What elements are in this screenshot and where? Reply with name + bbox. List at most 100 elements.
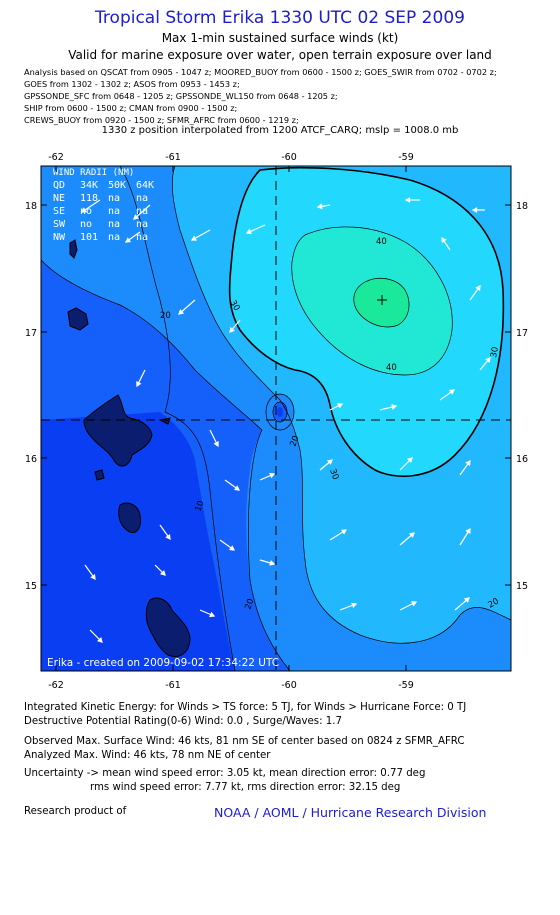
wind-radii-cell: NW (53, 232, 66, 243)
wind-arrow-head (463, 597, 470, 603)
center-eye (277, 407, 283, 417)
wind-arrow-head (165, 533, 171, 541)
wind-arrow-head (465, 459, 471, 467)
wind-arrow-head (228, 545, 236, 551)
wind-arrow-head (326, 459, 333, 465)
wind-radii-title: WIND RADII (NM) (53, 168, 134, 178)
contour-label: 20 (288, 434, 301, 448)
lon-tick-bottom: -60 (281, 680, 297, 690)
wind-arrow-head (475, 284, 481, 292)
wind-arrow-head (136, 381, 142, 388)
noaa-credit: NOAA / AOML / Hurricane Research Divisio… (214, 805, 487, 820)
lat-tick-left: 15 (25, 581, 37, 592)
plot-frame (40, 165, 512, 672)
wind-radii-header-cell: QD (53, 180, 65, 191)
analysis-line: CREWS_BUOY from 0920 - 1500 z; SFMR_AFRC… (24, 115, 299, 125)
wind-arrow-head (316, 203, 323, 210)
wind-radii-cell: na (136, 232, 148, 243)
center-crosshair (41, 166, 511, 671)
wind-band-45 (353, 278, 410, 327)
wind-radii-cell: SW (53, 219, 66, 230)
validity-note: Valid for marine exposure over water, op… (68, 48, 492, 62)
contour-lines (41, 166, 511, 671)
wind-radii-header-cell: 50K (108, 180, 126, 191)
wind-radii-cell: na (136, 206, 148, 217)
analysis-line: Analysis based on QSCAT from 0905 - 1047… (24, 67, 497, 77)
uncertainty-line-2: rms wind speed error: 7.77 kt, rms direc… (90, 782, 401, 793)
wind-arrow-head (133, 214, 140, 220)
wind-arrow-head (340, 529, 348, 535)
wind-radii-cell: 101 (80, 232, 98, 243)
analyzed-max-text: Analyzed Max. Wind: 46 kts, 78 nm NE of … (24, 750, 271, 761)
island-martinique (145, 597, 191, 657)
wind-arrow-head (269, 560, 276, 566)
contour-label: 40 (386, 363, 397, 373)
wind-analysis-map: 40 40 30 30 20 20 20 10 20 30 WIND RADII… (25, 152, 528, 690)
wind-radii-header-cell: 34K (80, 180, 98, 191)
wind-arrow-head (411, 601, 418, 607)
contour-label-group: 40 40 30 30 20 20 20 10 20 30 (160, 237, 501, 611)
island-montserrat-area (67, 307, 89, 331)
wind-radii-header-cell: 64K (136, 180, 154, 191)
lon-tick-top: -59 (398, 152, 414, 163)
contour-label: 30 (227, 299, 241, 313)
wind-arrow-head (178, 309, 185, 315)
research-product-label: Research product of (24, 806, 127, 817)
lat-tick-left: 17 (25, 328, 37, 339)
lon-tick-bottom: -59 (398, 680, 414, 690)
contour-label: 40 (376, 237, 387, 247)
contour-label: 20 (487, 597, 501, 611)
observed-max-text: Observed Max. Surface Wind: 46 kts, 81 n… (24, 736, 465, 747)
wind-arrow-head (448, 389, 456, 395)
wind-arrow-head (465, 527, 471, 535)
wind-radii-cell: 118 (80, 193, 98, 204)
wind-arrow-head (337, 403, 344, 409)
lat-tick-right: 15 (516, 581, 528, 592)
wind-radii-cell: na (136, 193, 148, 204)
wind-arrow-head (485, 357, 491, 364)
wind-arrow-head (408, 532, 415, 538)
island-antigua (69, 239, 78, 259)
wind-arrow-head (441, 236, 447, 244)
wind-radii-cell: na (108, 206, 120, 217)
wind-arrow-head (407, 457, 413, 463)
max-wind-marker (377, 295, 387, 305)
wind-radii-cell: no (80, 219, 92, 230)
position-note: 1330 z position interpolated from 1200 A… (101, 125, 459, 136)
wind-arrow-head (404, 197, 411, 203)
contour-label: 30 (327, 468, 340, 482)
lat-tick-left: 16 (25, 454, 37, 465)
wind-arrow-head (229, 326, 235, 333)
tick-marks (41, 166, 511, 671)
dpr-text: Destructive Potential Rating(0-6) Wind: … (24, 716, 342, 727)
wind-radii-cell: NE (53, 193, 65, 204)
wind-arrow-head (245, 228, 252, 235)
wind-radii-cell: na (108, 193, 120, 204)
lon-tick-top: -62 (48, 152, 64, 163)
uncertainty-line-1: Uncertainty -> mean wind speed error: 3.… (24, 768, 426, 779)
lat-tick-right: 18 (516, 201, 528, 212)
island-marie-galante (94, 469, 105, 481)
wind-arrow-head (90, 573, 96, 581)
created-stamp: Erika - created on 2009-09-02 17:34:22 U… (47, 657, 279, 669)
wind-radii-cell: na (108, 219, 120, 230)
wind-vectors (80, 197, 491, 643)
wind-arrow-head (190, 235, 198, 241)
wind-field: 40 40 30 30 20 20 20 10 20 30 WIND RADII… (41, 166, 511, 671)
lat-tick-left: 18 (25, 201, 37, 212)
tick-labels: -62 -61 -60 -59 -62 -61 -60 -59 18 17 16… (25, 152, 528, 690)
contour-label: 30 (489, 346, 501, 358)
lon-tick-top: -61 (165, 152, 181, 163)
wind-radii-cell: no (80, 206, 92, 217)
analysis-line: GOES from 1302 - 1302 z; ASOS from 0953 … (24, 79, 240, 89)
contour-label: 10 (193, 499, 206, 513)
wind-arrow-head (160, 570, 166, 576)
island-guadeloupe (83, 394, 153, 467)
lat-tick-right: 17 (516, 328, 528, 339)
wind-arrow-head (209, 611, 216, 618)
wind-arrow-head (124, 237, 132, 243)
wind-radii-cell: SE (53, 206, 65, 217)
ike-text: Integrated Kinetic Energy: for Winds > T… (24, 702, 467, 713)
island-dominica (118, 502, 141, 534)
wind-arrow-head (213, 441, 219, 448)
